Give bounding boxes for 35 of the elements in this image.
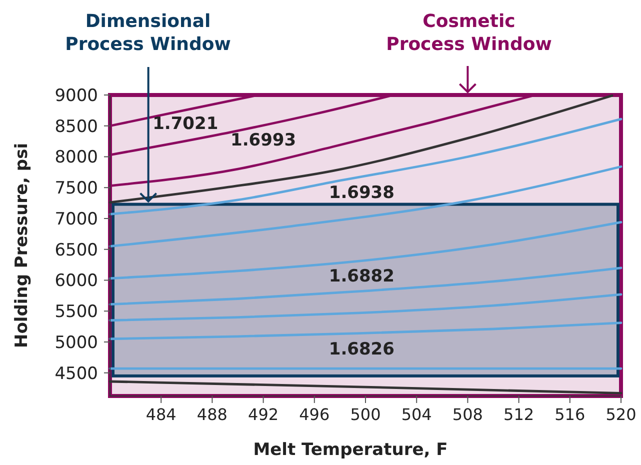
- x-tick-label: 504: [401, 405, 432, 424]
- annotation: Cosmetic Process Window: [386, 11, 552, 55]
- y-tick-label: 8000: [54, 148, 98, 168]
- annotation: 1.7021: [152, 114, 218, 134]
- x-tick-label: 492: [248, 405, 279, 424]
- y-tick-label: 6500: [54, 240, 98, 260]
- annotation: 1.6882: [328, 266, 394, 286]
- x-axis-title: Melt Temperature, F: [253, 440, 448, 460]
- annotation: 1.6826: [328, 339, 394, 360]
- line-series: [108, 118, 622, 216]
- x-tick-label: 484: [146, 405, 176, 424]
- x-tick-label: 496: [299, 405, 330, 424]
- annotation: 1.6993: [230, 130, 296, 151]
- x-tick-label: 520: [606, 405, 636, 424]
- y-tick-label: 8500: [54, 116, 98, 137]
- line-series: [108, 220, 622, 280]
- line-series: [108, 266, 622, 306]
- line-series: [108, 165, 622, 248]
- line-series: [108, 322, 622, 340]
- x-tick-label: 488: [196, 405, 228, 424]
- y-tick-label: 5000: [54, 332, 98, 353]
- line-series: [108, 293, 622, 322]
- x-tick-label: 512: [504, 405, 534, 424]
- annotation: 1.6938: [328, 183, 394, 204]
- annotation: Dimensional Process Window: [65, 11, 231, 55]
- y-tick-label: 7000: [54, 209, 98, 230]
- y-tick-label: 7500: [54, 178, 98, 199]
- y-tick-label: 4500: [54, 364, 98, 384]
- y-tick-label: 5500: [54, 302, 98, 322]
- y-axis-title: Holding Pressure, psi: [12, 142, 32, 348]
- x-tick-label: 516: [554, 405, 586, 424]
- y-tick-label: 6000: [54, 271, 98, 292]
- y-tick-label: 9000: [54, 86, 98, 106]
- x-tick-label: 508: [452, 405, 483, 424]
- x-tick-label: 500: [350, 405, 381, 424]
